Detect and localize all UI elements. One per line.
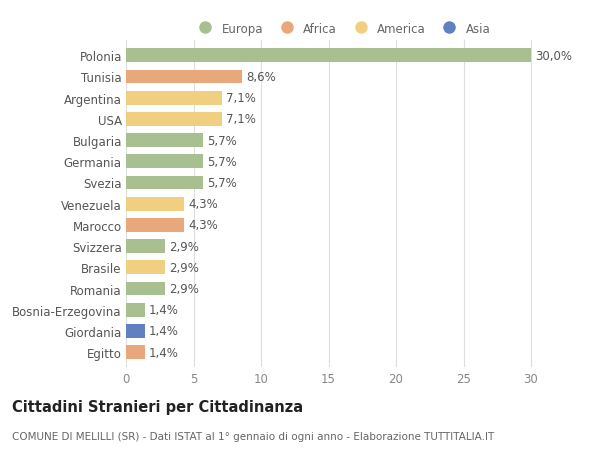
Bar (126, 49, 531, 63)
Text: 5,7%: 5,7% (207, 134, 237, 147)
Bar (126, 346, 145, 359)
Bar (126, 176, 203, 190)
Text: COMUNE DI MELILLI (SR) - Dati ISTAT al 1° gennaio di ogni anno - Elaborazione TU: COMUNE DI MELILLI (SR) - Dati ISTAT al 1… (12, 431, 494, 442)
Text: 4,3%: 4,3% (188, 219, 218, 232)
Text: 2,9%: 2,9% (169, 282, 199, 296)
Bar (126, 218, 184, 232)
Text: 2,9%: 2,9% (169, 261, 199, 274)
Bar (126, 303, 145, 317)
Text: 4,3%: 4,3% (188, 198, 218, 211)
Bar (126, 134, 203, 148)
Text: 7,1%: 7,1% (226, 92, 256, 105)
Text: 1,4%: 1,4% (149, 346, 179, 359)
Bar (126, 261, 165, 274)
Text: 2,9%: 2,9% (169, 240, 199, 253)
Legend: Europa, Africa, America, Asia: Europa, Africa, America, Asia (188, 18, 496, 40)
Bar (126, 70, 242, 84)
Text: 5,7%: 5,7% (207, 156, 237, 168)
Bar (126, 197, 184, 211)
Text: 30,0%: 30,0% (535, 50, 572, 62)
Bar (126, 240, 165, 253)
Bar (126, 325, 145, 338)
Text: 1,4%: 1,4% (149, 303, 179, 317)
Text: Cittadini Stranieri per Cittadinanza: Cittadini Stranieri per Cittadinanza (12, 399, 303, 414)
Text: 7,1%: 7,1% (226, 113, 256, 126)
Bar (126, 282, 165, 296)
Text: 5,7%: 5,7% (207, 177, 237, 190)
Text: 1,4%: 1,4% (149, 325, 179, 338)
Bar (126, 113, 222, 127)
Text: 8,6%: 8,6% (246, 71, 276, 84)
Bar (126, 91, 222, 105)
Bar (126, 155, 203, 169)
